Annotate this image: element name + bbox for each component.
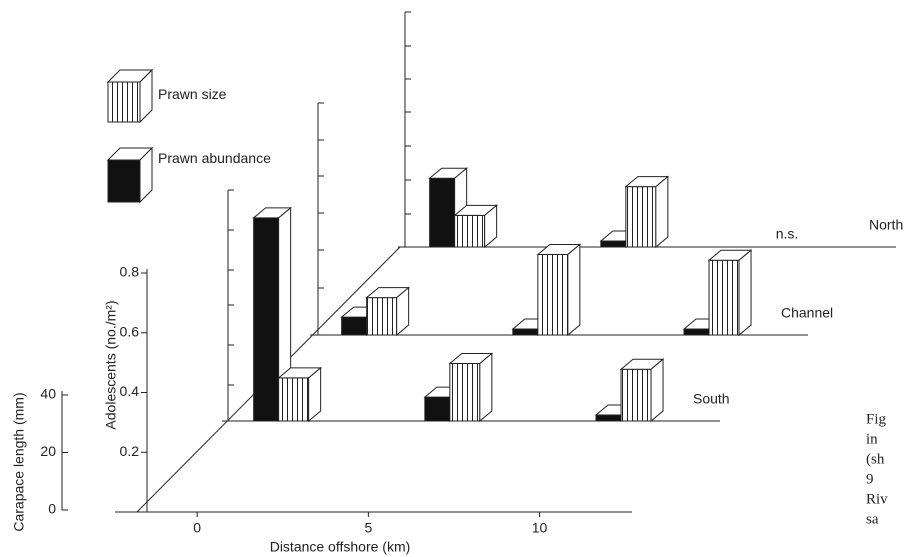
x-tick-label: 0 xyxy=(193,520,201,536)
size-bar-front xyxy=(625,186,657,248)
x-tick-label: 5 xyxy=(364,520,372,536)
x-tick-label: 10 xyxy=(532,520,548,536)
y-tick-label: 0.8 xyxy=(120,264,140,280)
row-label: Channel xyxy=(781,305,833,321)
size-bar-front xyxy=(537,254,569,336)
size-bar-side xyxy=(567,243,581,337)
y2-tick-label: 0 xyxy=(48,501,56,517)
legend-label: Prawn size xyxy=(158,86,227,102)
y2-axis-label: Carapace length (mm) xyxy=(11,392,27,531)
caption-fragment: Riv xyxy=(866,491,888,507)
size-bar xyxy=(365,286,411,337)
size-bar-side xyxy=(479,352,493,423)
abundance-bar-front xyxy=(683,328,710,336)
size-bar xyxy=(624,175,670,249)
size-bar xyxy=(448,352,494,423)
caption-fragment: (sh xyxy=(866,451,885,467)
size-bar-front xyxy=(454,214,486,248)
size-bar-side xyxy=(396,286,410,337)
size-bar-side xyxy=(655,175,669,249)
caption-fragment: in xyxy=(866,431,878,447)
size-bar-front xyxy=(278,377,310,422)
size-bar-front xyxy=(708,259,740,336)
abundance-bar-front xyxy=(253,217,280,422)
annotation: n.s. xyxy=(776,226,799,242)
caption-fragment: 9 xyxy=(866,471,874,487)
size-bar xyxy=(453,204,499,249)
row-label: South xyxy=(693,391,730,407)
abundance-bar-front xyxy=(600,240,627,248)
abundance-bar xyxy=(252,206,293,423)
size-bar xyxy=(277,366,323,423)
abundance-bar-front xyxy=(424,396,451,422)
caption-fragment: sa xyxy=(866,511,879,527)
legend-label: Prawn abundance xyxy=(158,150,271,166)
size-bar xyxy=(536,243,582,337)
caption-fragment: Fig xyxy=(866,411,887,427)
abundance-bar-front xyxy=(512,328,539,336)
size-bar-side xyxy=(308,366,322,423)
y-tick-label: 0.2 xyxy=(120,443,140,459)
size-bar xyxy=(619,358,665,423)
abundance-bar-front xyxy=(595,414,622,422)
row-label: North xyxy=(869,217,903,233)
size-bar-front xyxy=(449,363,481,422)
y2-tick-label: 40 xyxy=(40,386,56,402)
y-axis-label: Adolescents (no./m²) xyxy=(103,300,119,429)
y-tick-label: 0.4 xyxy=(120,383,140,399)
y-tick-label: 0.6 xyxy=(120,323,140,339)
size-bar-side xyxy=(650,358,664,423)
y2-tick-label: 20 xyxy=(40,443,56,459)
size-bar-front xyxy=(366,297,398,336)
legend-icons xyxy=(106,68,154,204)
abundance-bar-front xyxy=(341,316,368,336)
size-bar-side xyxy=(484,204,498,249)
size-bar-front xyxy=(620,368,652,422)
x-axis-label: Distance offshore (km) xyxy=(270,539,411,555)
size-bar xyxy=(707,249,753,337)
size-bar-side xyxy=(738,249,752,337)
abundance-bar-front xyxy=(429,177,456,248)
